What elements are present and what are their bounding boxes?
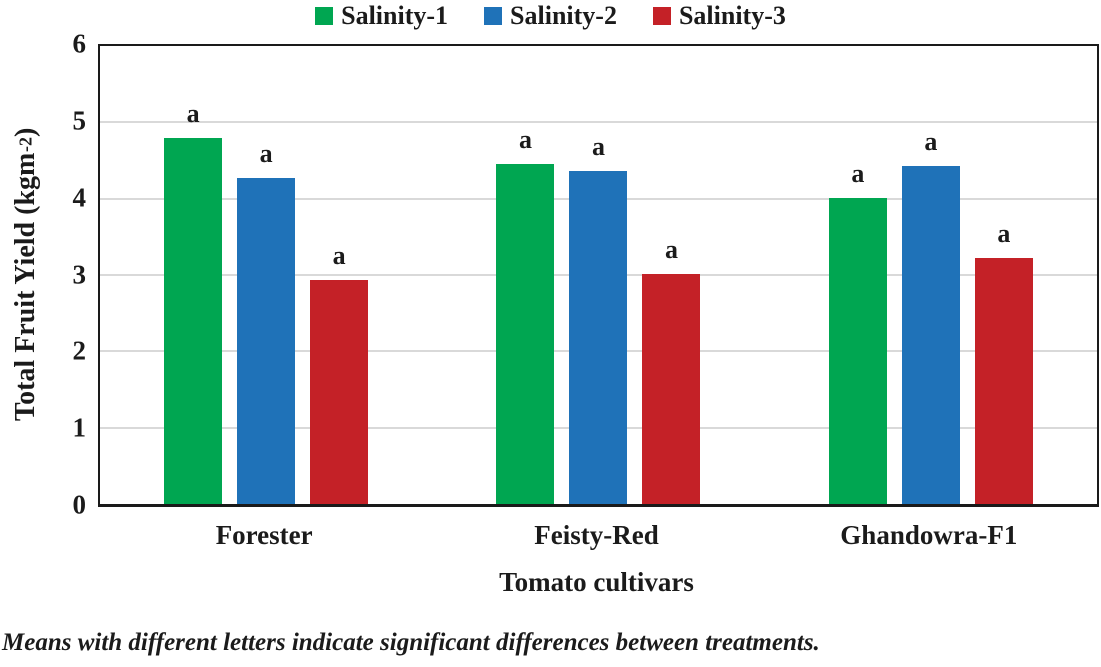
- y-tick-label-5: 5: [72, 105, 87, 136]
- footnote: Means with different letters indicate si…: [2, 629, 820, 656]
- bar-ghandowra-f1-salinity-1: a: [828, 160, 887, 504]
- legend-item-salinity-3: Salinity-3: [652, 1, 786, 31]
- bar-ghandowra-f1-salinity-2: a: [901, 128, 960, 504]
- y-tick-label-0: 0: [72, 489, 87, 520]
- y-tick-label-2: 2: [72, 335, 87, 366]
- y-tick-label-4: 4: [72, 182, 87, 213]
- y-tick-label-1: 1: [72, 412, 87, 443]
- bar-group-feisty-red: a a a: [432, 46, 764, 504]
- legend-item-salinity-2: Salinity-2: [484, 1, 617, 31]
- legend-label: Salinity-3: [678, 1, 786, 30]
- bar-feisty-red-salinity-3: a: [642, 237, 701, 504]
- bar-forester-salinity-3: a: [310, 242, 369, 504]
- legend: Salinity-1 Salinity-2 Salinity-3: [0, 1, 1101, 31]
- bar-feisty-red-salinity-1: a: [496, 127, 555, 504]
- significance-letter: a: [259, 139, 273, 169]
- y-axis-tick-labels: 0 1 2 3 4 5 6: [0, 30, 87, 518]
- plot-area: a a a a a a a a a: [98, 44, 1099, 507]
- significance-letter: a: [332, 240, 346, 270]
- legend-swatch-icon: [484, 7, 503, 25]
- x-axis-category-labels: Forester Feisty-Red Ghandowra-F1: [98, 520, 1095, 551]
- significance-letter: a: [518, 125, 532, 155]
- bar-forester-salinity-2: a: [237, 141, 296, 504]
- y-tick-label-3: 3: [72, 259, 87, 289]
- bar-ghandowra-f1-salinity-3: a: [974, 221, 1033, 504]
- legend-label: Salinity-1: [341, 1, 449, 30]
- significance-letter: a: [997, 219, 1011, 249]
- x-axis-title: Tomato cultivars: [499, 567, 694, 597]
- significance-letter: a: [851, 158, 865, 188]
- significance-letter: a: [664, 235, 678, 265]
- bar-group-forester: a a a: [100, 46, 432, 504]
- legend-swatch-icon: [652, 7, 671, 25]
- legend-item-salinity-1: Salinity-1: [315, 1, 448, 31]
- legend-label: Salinity-2: [510, 1, 617, 30]
- significance-letter: a: [186, 98, 200, 128]
- significance-letter: a: [591, 132, 605, 162]
- gridline-5: [100, 121, 1097, 124]
- bar-forester-salinity-1: a: [164, 100, 223, 504]
- significance-letter: a: [924, 126, 938, 156]
- bar-feisty-red-salinity-2: a: [569, 134, 628, 504]
- legend-swatch-icon: [315, 7, 334, 25]
- x-category-label-forester: Forester: [215, 520, 313, 550]
- x-category-label-feisty-red: Feisty-Red: [534, 520, 659, 550]
- x-category-label-ghandowra-f1: Ghandowra-F1: [840, 520, 1018, 550]
- bar-group-ghandowra-f1: a a a: [765, 46, 1097, 504]
- y-tick-label-6: 6: [72, 28, 87, 59]
